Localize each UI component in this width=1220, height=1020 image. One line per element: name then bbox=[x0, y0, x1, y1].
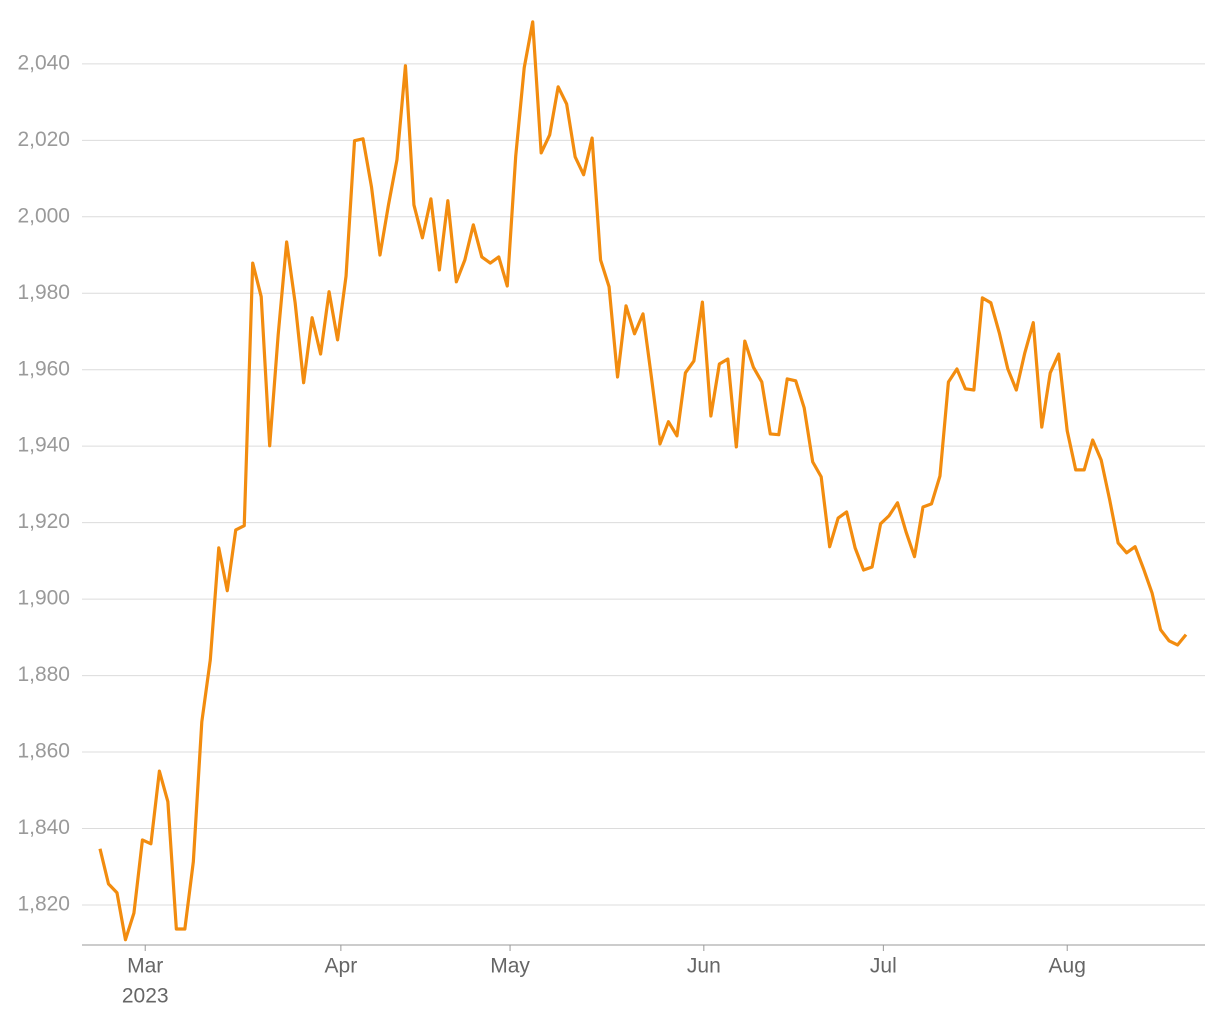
y-tick-label: 2,040 bbox=[17, 51, 70, 74]
y-tick-label: 1,960 bbox=[17, 357, 70, 380]
y-tick-label: 1,880 bbox=[17, 663, 70, 686]
y-tick-label: 1,820 bbox=[17, 892, 70, 915]
y-tick-label: 1,860 bbox=[17, 740, 70, 763]
y-tick-label: 2,000 bbox=[17, 204, 70, 227]
y-tick-label: 1,920 bbox=[17, 510, 70, 533]
y-tick-label: 1,840 bbox=[17, 816, 70, 839]
x-tick-year: 2023 bbox=[122, 985, 169, 1008]
x-tick-label: Jun bbox=[687, 955, 721, 978]
x-tick-label: May bbox=[490, 955, 530, 978]
x-tick-label: Apr bbox=[325, 955, 358, 978]
y-tick-label: 2,020 bbox=[17, 128, 70, 151]
line-series bbox=[98, 20, 1188, 942]
x-tick-label: Jul bbox=[870, 955, 897, 978]
y-tick-label: 1,900 bbox=[17, 587, 70, 610]
y-tick-label: 1,940 bbox=[17, 434, 70, 457]
y-tick-label: 1,980 bbox=[17, 281, 70, 304]
x-tick-label: Mar bbox=[127, 955, 163, 978]
x-tick-label: Aug bbox=[1049, 955, 1086, 978]
